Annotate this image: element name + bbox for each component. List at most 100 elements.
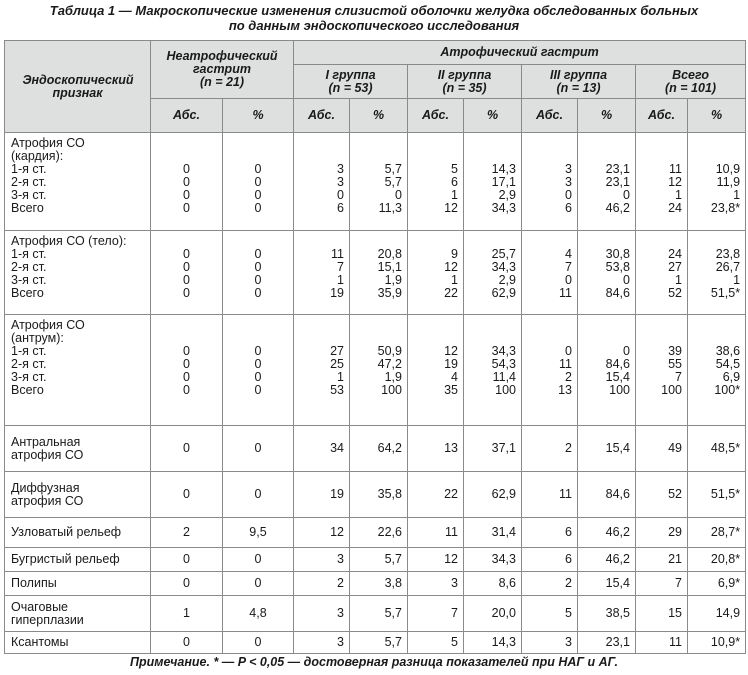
cell-value: 25,7 (491, 247, 516, 261)
value-cell: 1 (150, 595, 223, 632)
cell-value: 6 (451, 175, 458, 189)
cell-value: 13 (444, 441, 458, 455)
cell-value: 50,9 (377, 344, 402, 358)
spacer-line (688, 319, 740, 332)
row-label-line: 3-я ст. (11, 370, 47, 384)
header-sign: Эндоскопический признак (4, 40, 151, 133)
value-cell: 4,8 (222, 595, 294, 632)
value-cell: 11 7 1 19 (293, 230, 350, 315)
row-label-line: (антрум): (11, 331, 64, 345)
value-cell: 0 (150, 631, 223, 654)
spacer-line (408, 319, 458, 332)
cell-value: 49 (668, 441, 682, 455)
cell-value: 0 (254, 383, 262, 397)
value-cell: 14,9 (686, 595, 747, 632)
row-label: Ксантомы (4, 631, 151, 654)
row-label: Очаговые гиперплазии (4, 595, 151, 632)
cell-value: 20,8 (377, 247, 402, 261)
value-cell: 12 19 4 35 (407, 314, 464, 426)
header-non-atrophic-label: Неатрофический гастрит (166, 49, 278, 76)
value-cell: 14,3 (463, 631, 522, 654)
value-cell: 50,9 47,2 1,9 100 (349, 314, 408, 426)
cell-value: 0 (254, 635, 262, 649)
cell-value: 0 (254, 260, 262, 274)
cell-value: 100 (661, 383, 682, 397)
cell-value: 35,9 (377, 286, 402, 300)
cell-value: 6,9 (722, 370, 741, 384)
table-row: Узловатый рельеф 2 9,5 12 22,6 11 31,4 6 46,2 29 2… (4, 517, 747, 548)
value-cell: 3 (293, 595, 350, 632)
cell-value: 0 (183, 344, 190, 358)
spacer-line (522, 319, 572, 332)
cell-value: 35,8 (377, 487, 402, 501)
value-cell: 51,5* (686, 471, 747, 518)
cell-value: 62,9 (491, 487, 516, 501)
row-label-line: Всего (11, 286, 44, 300)
value-cell: 23,1 (577, 631, 636, 654)
value-cell: 30,8 53,8 0 84,6 (577, 230, 636, 315)
value-cell: 39 55 7 100 (635, 314, 688, 426)
row-label-line: Атрофия СО (тело): (11, 234, 127, 248)
value-cell: 52 (635, 471, 688, 518)
cell-value: 1 (451, 188, 458, 202)
cell-value: 3 (337, 162, 344, 176)
cell-value: 0 (254, 487, 262, 501)
cell-value: 51,5* (710, 286, 741, 300)
value-cell: 2 (521, 425, 578, 472)
cell-value: 5 (451, 162, 458, 176)
value-cell: 2 (150, 517, 223, 548)
cell-value: 0 (183, 273, 190, 287)
cell-value: 11 (669, 635, 682, 649)
cell-value: 34 (330, 441, 344, 455)
cell-value: 5,7 (384, 606, 402, 620)
header-group-name: II группа (437, 67, 492, 82)
cell-value: 12 (444, 201, 458, 215)
cell-value: 14,3 (491, 635, 516, 649)
header-pct: % (222, 98, 294, 133)
value-cell: 10,9 11,9 1 23,8* (686, 132, 747, 231)
table-body: Атрофия СО (кардия): 1-я ст. 2-я ст. 3-я ст.… (4, 132, 747, 654)
cell-value: 34,3 (491, 344, 516, 358)
spacer-line (294, 137, 344, 150)
spacer-line (350, 137, 402, 150)
cell-value: 3 (337, 552, 344, 566)
row-label: Узловатый рельеф (4, 517, 151, 548)
cell-value: 7 (675, 370, 682, 384)
cell-value: 28,7* (710, 525, 741, 539)
cell-value: 6 (337, 201, 344, 215)
cell-value: 55 (668, 357, 682, 371)
data-table: Эндоскопический признак Неатрофический г… (4, 40, 747, 654)
value-cell: 0 (222, 631, 294, 654)
cell-value: 0 (183, 201, 190, 215)
cell-value: 0 (183, 383, 190, 397)
cell-value: 5,7 (384, 552, 402, 566)
cell-value: 62,9 (491, 286, 516, 300)
cell-value: 0 (254, 344, 262, 358)
row-label-line: гиперплазии (11, 612, 84, 627)
cell-value: 100 (609, 383, 630, 397)
cell-value: 11,3 (378, 201, 402, 215)
value-cell: 6 (521, 517, 578, 548)
value-cell: 22,6 (349, 517, 408, 548)
cell-value: 0 (254, 188, 262, 202)
value-cell: 0 (222, 547, 294, 572)
spacer-line (636, 319, 682, 332)
cell-value: 19 (330, 487, 344, 501)
cell-value: 9 (451, 247, 458, 261)
cell-value: 84,6 (605, 357, 630, 371)
cell-value: 27 (330, 344, 344, 358)
value-cell: 27 25 1 53 (293, 314, 350, 426)
cell-value: 0 (183, 370, 190, 384)
cell-value: 48,5* (710, 441, 741, 455)
cell-value: 23,1 (605, 162, 630, 176)
cell-value: 27 (668, 260, 682, 274)
value-cell: 0 (222, 471, 294, 518)
row-label-line: Полипы (11, 576, 57, 590)
value-cell: 5,7 (349, 547, 408, 572)
cell-value: 6,9* (717, 576, 741, 590)
cell-value: 22 (444, 487, 458, 501)
spacer-line (294, 319, 344, 332)
cell-value: 10,9 (715, 162, 741, 176)
value-cell: 11 (407, 517, 464, 548)
